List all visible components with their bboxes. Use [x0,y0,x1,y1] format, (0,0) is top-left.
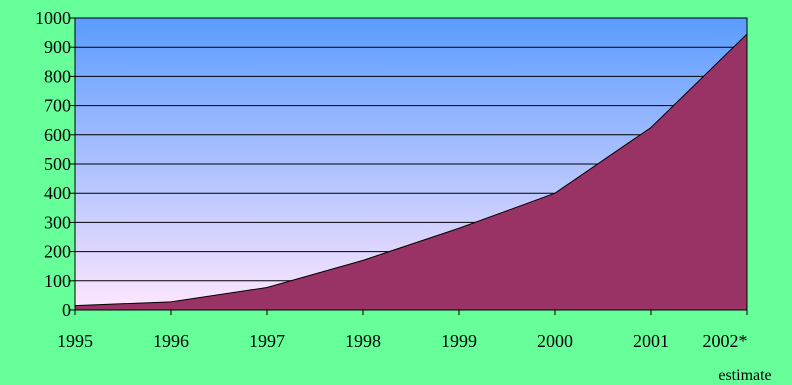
estimate-note: estimate [718,367,771,384]
y-tick-label: 200 [44,242,71,262]
x-tick-label: 1998 [345,331,381,351]
x-tick-label: 1999 [441,331,477,351]
x-tick-label: 2000 [537,331,573,351]
y-tick-label: 1000 [35,8,71,28]
x-tick-label: 2001 [633,331,669,351]
y-axis-ticks: 0 100 200 300 400 500 600 700 800 900 1000 [35,8,75,320]
y-tick-label: 400 [44,183,71,203]
y-tick-label: 300 [44,212,71,232]
y-tick-label: 700 [44,96,71,116]
y-tick-label: 100 [44,271,71,291]
y-tick-label: 600 [44,125,71,145]
x-tick-label: 1997 [249,331,285,351]
x-tick-label: 1995 [57,331,93,351]
y-tick-label: 500 [44,154,71,174]
y-tick-label: 800 [44,66,71,86]
x-axis-ticks: 1995 1996 1997 1998 1999 2000 2001 2002* [57,310,748,351]
y-tick-label: 900 [44,37,71,57]
y-tick-label: 0 [62,300,71,320]
x-tick-label: 1996 [153,331,189,351]
x-tick-label: 2002* [703,331,748,351]
